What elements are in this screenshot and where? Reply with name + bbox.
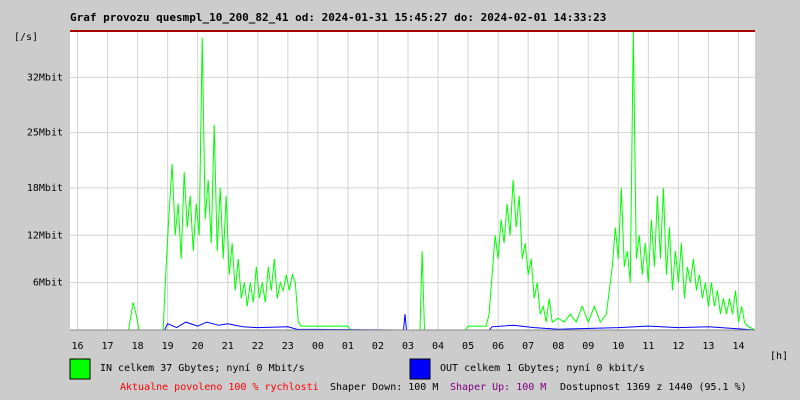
y-tick-label: 18Mbit (27, 183, 63, 194)
x-tick-label: 04 (432, 341, 444, 352)
footer-text: Shaper Up: 100 M (450, 382, 546, 393)
y-tick-label: 12Mbit (27, 230, 63, 241)
x-tick-label: 12 (672, 341, 684, 352)
x-tick-label: 21 (222, 341, 234, 352)
x-tick-label: 20 (192, 341, 204, 352)
legend-swatch (69, 358, 91, 380)
legend-label: IN celkem 37 Gbytes; nyní 0 Mbit/s (100, 362, 305, 374)
y-tick-label: 6Mbit (33, 278, 63, 289)
x-tick-label: 22 (252, 341, 264, 352)
x-tick-label: 19 (162, 341, 174, 352)
x-tick-label: 07 (522, 341, 534, 352)
series-line (70, 29, 756, 331)
y-tick-label: 32Mbit (27, 72, 63, 83)
x-tick-label: 10 (612, 341, 624, 352)
x-tick-label: 09 (582, 341, 594, 352)
x-tick-label: 13 (702, 341, 714, 352)
x-tick-label: 23 (282, 341, 294, 352)
x-tick-label: 18 (132, 341, 144, 352)
x-tick-label: 17 (102, 341, 114, 352)
x-tick-label: 08 (552, 341, 564, 352)
x-tick-label: 14 (732, 341, 744, 352)
y-tick-label: 25Mbit (27, 128, 63, 139)
x-tick-label: 06 (492, 341, 504, 352)
legend-swatch (409, 358, 431, 380)
x-tick-label: 03 (402, 341, 414, 352)
legend-label: OUT celkem 1 Gbytes; nyní 0 kbit/s (440, 362, 645, 374)
x-tick-label: 05 (462, 341, 474, 352)
footer-text: Dostupnost 1369 z 1440 (95.1 %) (560, 382, 747, 393)
footer-text: Shaper Down: 100 M (330, 382, 438, 393)
x-tick-label: 01 (342, 341, 354, 352)
chart-title: Graf provozu quesmpl_10_200_82_41 od: 20… (70, 11, 606, 24)
y-unit: [/s] (14, 32, 38, 43)
x-tick-label: 16 (71, 341, 83, 352)
x-tick-label: 00 (312, 341, 324, 352)
x-unit: [h] (770, 351, 788, 362)
x-tick-label: 02 (372, 341, 384, 352)
x-tick-label: 11 (642, 341, 654, 352)
footer-text: Aktualne povoleno 100 % rychlosti (120, 382, 319, 393)
